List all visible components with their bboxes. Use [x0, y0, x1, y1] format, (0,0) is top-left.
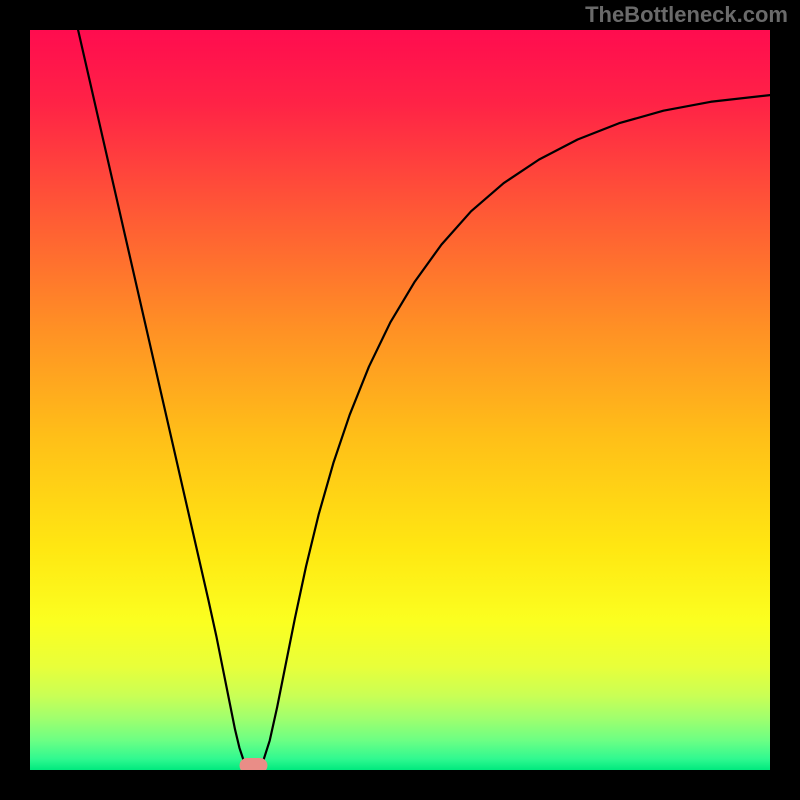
gradient-background [30, 30, 770, 770]
min-marker [240, 759, 267, 770]
plot-svg [30, 30, 770, 770]
watermark-text: TheBottleneck.com [585, 2, 788, 28]
figure-root: TheBottleneck.com [0, 0, 800, 800]
plot-area [30, 30, 770, 770]
